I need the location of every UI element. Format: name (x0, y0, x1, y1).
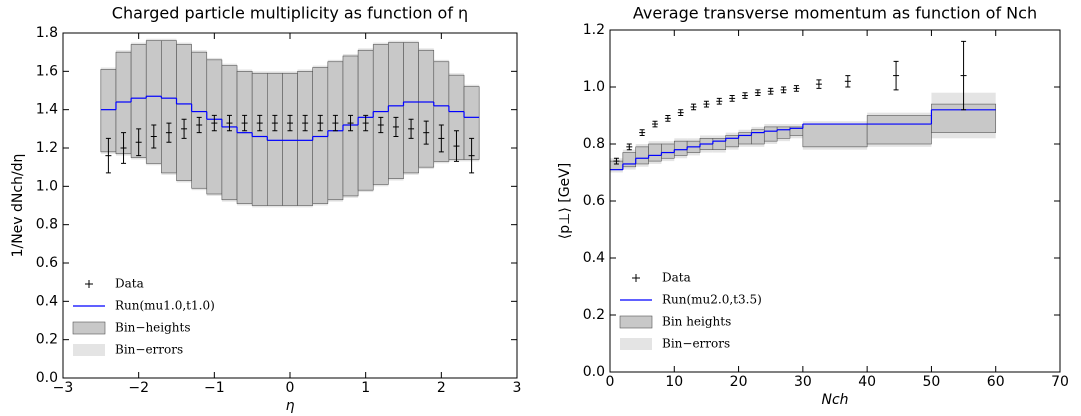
legend-label: Data (662, 271, 691, 285)
x-tick-label: 70 (1051, 374, 1069, 390)
y-tick-label: 0.6 (36, 255, 58, 271)
x-axis-label: Nch (821, 392, 848, 408)
band-bin (418, 49, 435, 168)
x-tick-label: 50 (923, 374, 941, 390)
band-bin (673, 140, 688, 156)
y-tick-label: 0.4 (583, 250, 605, 266)
y-tick-label: 1.6 (36, 63, 58, 79)
y-tick-label: 0.0 (36, 370, 58, 386)
x-tick-label: 0 (606, 374, 615, 390)
band-bin (738, 132, 752, 145)
x-tick-label: 20 (730, 374, 748, 390)
chart-title: Average transverse momentum as function … (633, 4, 1037, 23)
band-bin (763, 126, 778, 142)
x-tick-label: 1 (361, 380, 370, 396)
y-tick-label: 0.8 (583, 136, 605, 152)
y-tick-label: 0.8 (36, 217, 58, 233)
band-bin (176, 44, 192, 181)
band-bin (266, 72, 283, 206)
y-tick-label: 0.4 (36, 293, 58, 309)
y-axis-label: 1/Nev dNch/dη (10, 154, 26, 258)
band-bin (221, 65, 238, 201)
legend-symbol (72, 321, 106, 335)
legend-label: Bin heights (662, 315, 731, 329)
x-tick-label: 30 (794, 374, 812, 390)
band-bin (776, 126, 791, 139)
x-tick-label: −3 (53, 380, 74, 396)
y-tick-label: 0.2 (583, 307, 605, 323)
legend-symbol (632, 274, 640, 282)
y-tick-label: 1.2 (36, 140, 58, 156)
band-bin (661, 143, 675, 159)
legend-symbol (620, 338, 652, 350)
legend-symbol (619, 315, 653, 329)
legend-label: Bin−errors (662, 337, 730, 351)
legend-label: Bin−errors (115, 343, 183, 357)
y-tick-label: 1.0 (36, 178, 58, 194)
legend-symbol (85, 280, 93, 288)
band-bin (622, 152, 637, 168)
band-bin (161, 40, 177, 174)
y-tick-label: 1.4 (36, 102, 58, 118)
band-bin (403, 42, 419, 174)
x-tick-label: 10 (665, 374, 683, 390)
band-bin (297, 71, 314, 206)
y-tick-label: 0.2 (36, 332, 58, 348)
band-bin (751, 129, 765, 145)
band-bin (866, 115, 932, 145)
y-tick-label: 0.6 (583, 193, 605, 209)
x-tick-label: −1 (204, 380, 225, 396)
band-bin (725, 135, 739, 148)
y-axis-label: ⟨p⊥⟩ [GeV] (557, 163, 573, 239)
x-tick-label: 60 (987, 374, 1005, 390)
x-tick-label: 3 (513, 380, 522, 396)
x-tick-label: 2 (437, 380, 446, 396)
band-bin (236, 71, 253, 204)
legend-symbol (73, 344, 105, 356)
y-tick-label: 1.2 (583, 22, 605, 38)
band-bin (251, 72, 268, 206)
x-tick-label: −2 (128, 380, 149, 396)
band-bin (372, 44, 389, 185)
y-tick-label: 1.8 (36, 25, 58, 41)
legend-label: Run(mu1.0,t1.0) (115, 299, 215, 313)
legend-label: Data (115, 277, 144, 291)
band-bin (648, 143, 662, 162)
x-axis-label: η (286, 398, 295, 414)
x-tick-label: 40 (858, 374, 876, 390)
band-bin (712, 138, 727, 151)
chart-title: Charged particle multiplicity as functio… (112, 4, 468, 23)
band-bin (282, 72, 298, 206)
y-tick-label: 1.0 (583, 79, 605, 95)
band-bin (388, 42, 404, 179)
band-bin (312, 67, 329, 204)
legend-label: Bin−heights (115, 321, 191, 335)
x-tick-label: 0 (286, 380, 295, 396)
legend-label: Run(mu2.0,t3.5) (662, 293, 762, 307)
band-bin (635, 146, 649, 165)
y-tick-label: 0.0 (583, 364, 605, 380)
band-bin (802, 123, 868, 148)
